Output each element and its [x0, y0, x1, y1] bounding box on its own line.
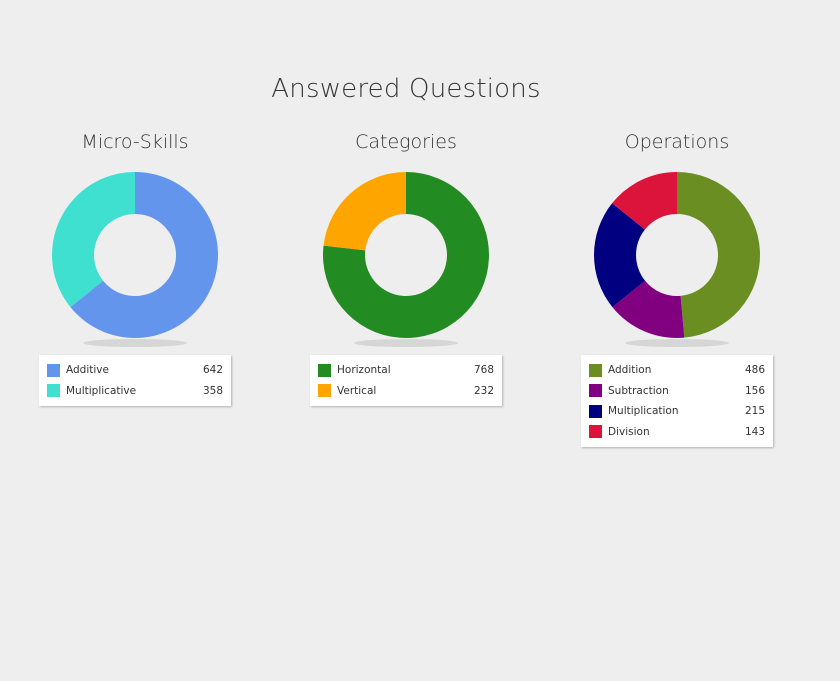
- donut-slice-multiplication[interactable]: [594, 203, 646, 308]
- legend-value: 232: [473, 384, 494, 397]
- legend-item[interactable]: Vertical 232: [310, 381, 502, 402]
- donut-chart: [594, 172, 761, 347]
- page-title: Answered Questions: [271, 74, 541, 104]
- legend-swatch: [589, 363, 602, 377]
- chart-legend: Addition 486 Subtraction 156 Multiplication 2…: [581, 355, 773, 447]
- donut-wrap: [308, 156, 504, 352]
- micro-skills-chart: Micro-Skills Additive 642 Multiplicative 35…: [37, 128, 233, 406]
- legend-label: Additive: [66, 364, 109, 377]
- legend-item[interactable]: Horizontal 768: [310, 360, 502, 381]
- legend-item[interactable]: Multiplication 215: [581, 401, 773, 422]
- legend-item[interactable]: Additive 642: [39, 360, 231, 381]
- legend-item[interactable]: Addition 486: [581, 360, 773, 381]
- donut-slice-subtraction[interactable]: [612, 280, 685, 338]
- legend-value: 358: [202, 384, 223, 397]
- chart-title: Operations: [624, 131, 730, 153]
- legend-value: 143: [744, 425, 765, 438]
- chart-title: Categories: [355, 131, 457, 153]
- donut-shadow: [625, 339, 729, 347]
- legend-label: Horizontal: [337, 364, 391, 377]
- legend-value: 768: [473, 364, 494, 377]
- legend-label: Subtraction: [608, 384, 669, 397]
- donut-chart: [323, 172, 490, 347]
- legend-swatch: [589, 425, 602, 439]
- legend-item[interactable]: Division 143: [581, 422, 773, 443]
- legend-value: 156: [744, 384, 765, 397]
- categories-chart: Categories Horizontal 768 Vertical 232: [308, 128, 504, 406]
- donut-chart: [52, 172, 219, 347]
- donut-shadow: [83, 339, 187, 347]
- donut-wrap: [579, 156, 775, 352]
- operations-chart: Operations Addition 486 Subtraction 156 Mult…: [579, 128, 775, 447]
- donut-slice-division[interactable]: [612, 172, 677, 230]
- chart-legend: Additive 642 Multiplicative 358: [39, 355, 231, 406]
- legend-swatch: [47, 384, 60, 398]
- legend-value: 215: [744, 405, 765, 418]
- donut-slice-multiplicative[interactable]: [52, 172, 135, 308]
- donut-slice-vertical[interactable]: [323, 172, 406, 251]
- donut-slice-additive[interactable]: [70, 172, 219, 338]
- legend-label: Multiplication: [608, 405, 679, 418]
- donut-slice-addition[interactable]: [677, 172, 761, 338]
- legend-label: Multiplicative: [66, 384, 137, 397]
- legend-label: Vertical: [337, 384, 377, 397]
- chart-legend: Horizontal 768 Vertical 232: [310, 355, 502, 406]
- legend-swatch: [589, 384, 602, 398]
- legend-swatch: [318, 384, 331, 398]
- donut-slice-horizontal[interactable]: [323, 172, 490, 338]
- legend-swatch: [318, 363, 331, 377]
- legend-label: Addition: [608, 364, 652, 377]
- legend-swatch: [589, 404, 602, 418]
- chart-title: Micro-Skills: [81, 131, 189, 153]
- legend-label: Division: [608, 425, 650, 438]
- donut-shadow: [354, 339, 458, 347]
- donut-wrap: [37, 156, 233, 352]
- legend-value: 642: [202, 364, 223, 377]
- legend-swatch: [47, 363, 60, 377]
- legend-item[interactable]: Multiplicative 358: [39, 381, 231, 402]
- legend-value: 486: [744, 364, 765, 377]
- legend-item[interactable]: Subtraction 156: [581, 381, 773, 402]
